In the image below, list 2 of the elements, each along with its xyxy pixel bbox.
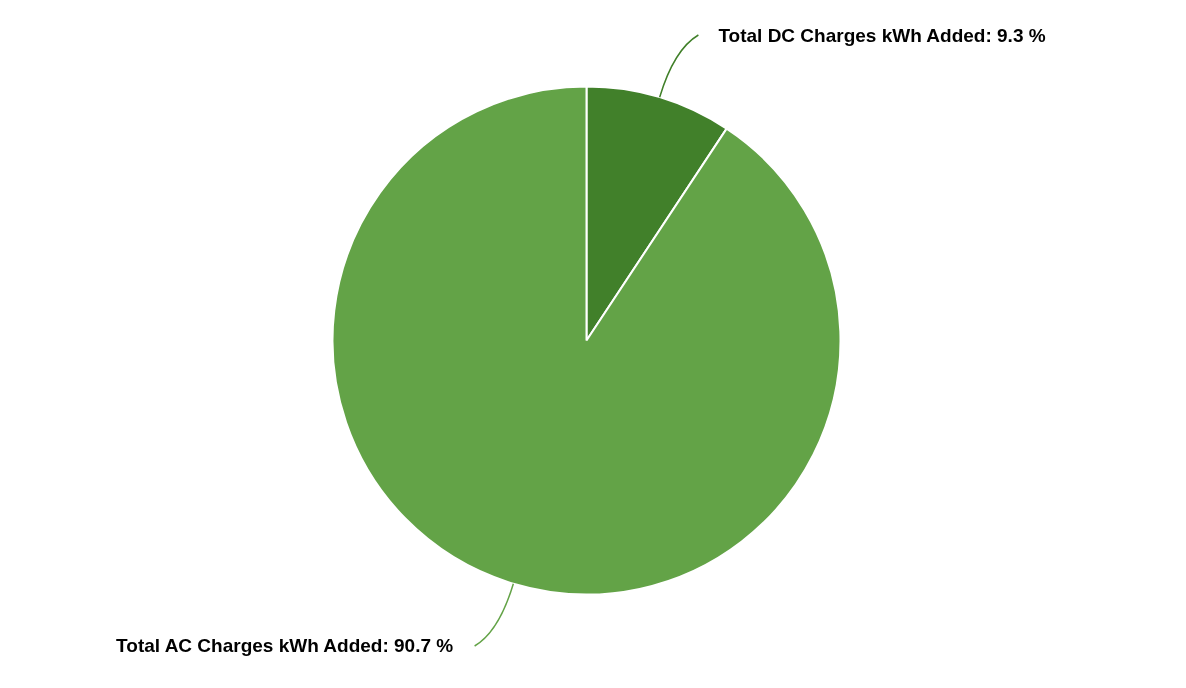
slice-label: Total DC Charges kWh Added: 9.3 % [718,24,1046,46]
slice-label: Total AC Charges kWh Added: 90.7 % [116,635,454,657]
